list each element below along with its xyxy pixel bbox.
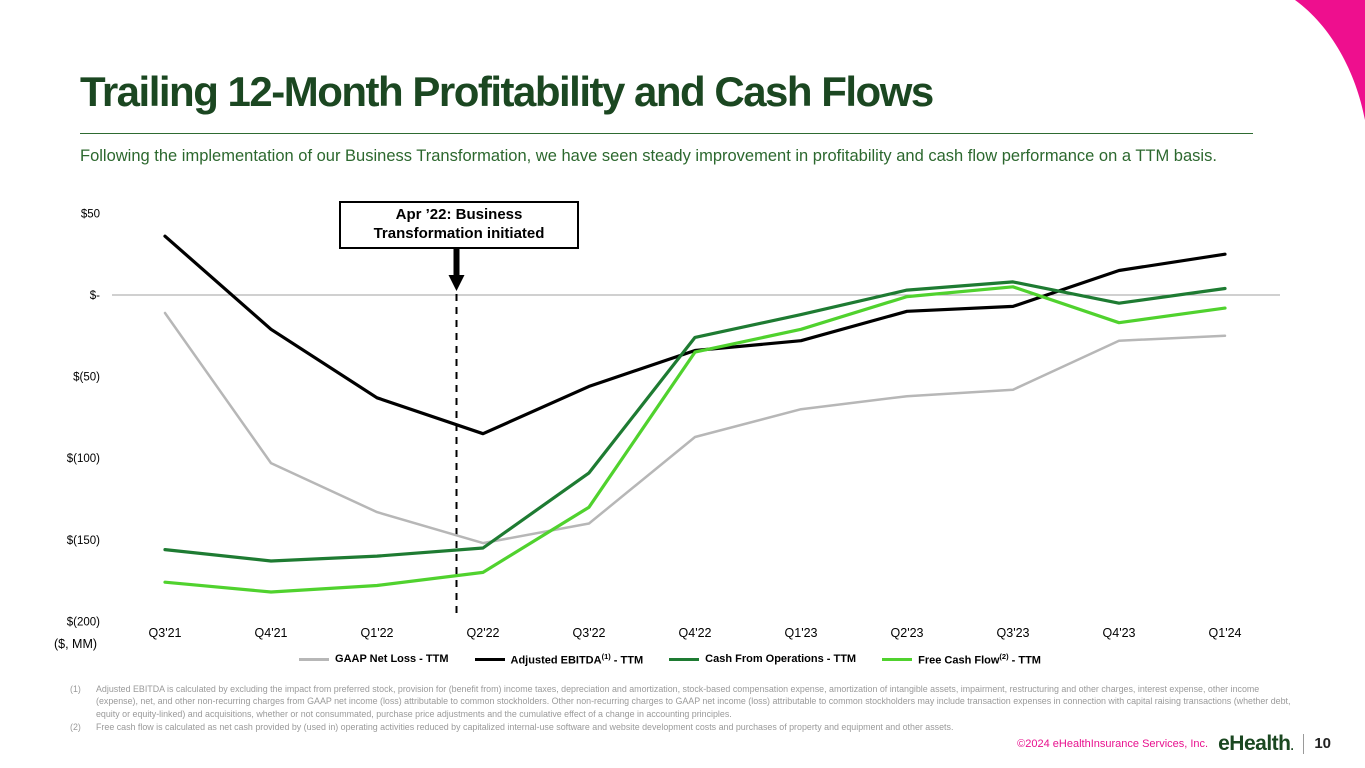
- legend-swatch: [299, 657, 330, 661]
- footnote: (2) Free cash flow is calculated as net c…: [70, 721, 1298, 733]
- footnote-number: (1): [70, 684, 81, 694]
- legend-label: GAAP Net Loss - TTM: [335, 653, 449, 666]
- y-tick-label: $(100): [67, 453, 100, 465]
- footer-divider: [1303, 733, 1305, 754]
- legend-swatch: [669, 657, 700, 661]
- profitability-cash-flows-chart: $50 $- $(50) $(100) $(150) $(200) ($, MM) Q3'21…: [54, 208, 1280, 651]
- subtitle: Following the implementation of our Busi…: [80, 147, 1217, 165]
- x-tick-label: Q1'24: [1209, 626, 1242, 640]
- chart-legend: GAAP Net Loss - TTM Adjusted EBITDA(1) - …: [40, 652, 1300, 667]
- copyright-text: ©2024 eHealthInsurance Services, Inc.: [1017, 737, 1209, 750]
- ehealth-logo: eHealth.: [1218, 732, 1294, 755]
- series-line-free-cash-flow: [163, 285, 1227, 594]
- page-number: 10: [1314, 735, 1331, 752]
- legend-label: Free Cash Flow(2) - TTM: [918, 652, 1041, 667]
- x-tick-label: Q3'22: [573, 626, 606, 640]
- legend-swatch: [882, 657, 913, 661]
- x-tick-label: Q1'23: [785, 626, 818, 640]
- legend-item-gaap-net-loss: GAAP Net Loss - TTM: [299, 653, 449, 666]
- legend-item-adjusted-ebitda: Adjusted EBITDA(1) - TTM: [474, 652, 644, 667]
- y-tick-label: $50: [81, 208, 100, 220]
- footer: ©2024 eHealthInsurance Services, Inc. eH…: [1017, 733, 1331, 754]
- x-tick-label: Q1'22: [361, 626, 394, 640]
- y-tick-label: $(50): [73, 372, 100, 384]
- footnote-text: Free cash flow is calculated as net cash…: [96, 722, 954, 733]
- series-line-adjusted-ebitda: [163, 234, 1227, 436]
- x-tick-label: Q4'23: [1103, 626, 1136, 640]
- legend-item-free-cash-flow: Free Cash Flow(2) - TTM: [882, 652, 1041, 667]
- logo-dot: .: [1290, 739, 1294, 753]
- footnotes: (1) Adjusted EBITDA is calculated by excl…: [70, 683, 1298, 735]
- x-tick-label: Q4'21: [255, 626, 288, 640]
- x-tick-label: Q2'22: [467, 626, 500, 640]
- footnote-number: (2): [70, 722, 81, 733]
- page-title: Trailing 12-Month Profitability and Cash…: [80, 68, 934, 115]
- y-tick-label: $-: [90, 290, 100, 302]
- legend-label: Cash From Operations - TTM: [705, 653, 857, 666]
- legend-label: Adjusted EBITDA(1) - TTM: [510, 652, 644, 667]
- footnote: (1) Adjusted EBITDA is calculated by excl…: [70, 683, 1298, 720]
- event-arrow-head: [448, 275, 465, 291]
- title-divider: [80, 133, 1253, 134]
- corner-ribbon-decoration: [1295, 0, 1365, 120]
- footnote-text: Adjusted EBITDA is calculated by excludi…: [96, 684, 1291, 719]
- axis-unit-label: ($, MM): [54, 637, 97, 651]
- annotation-box: Apr ’22: Business Transformation initiat…: [339, 201, 579, 249]
- x-tick-label: Q4'22: [679, 626, 712, 640]
- x-tick-label: Q2'23: [891, 626, 924, 640]
- y-tick-label: $(150): [67, 535, 100, 547]
- x-tick-label: Q3'21: [149, 626, 182, 640]
- legend-item-cash-from-operations: Cash From Operations - TTM: [669, 653, 856, 665]
- y-tick-label: $(200): [67, 616, 100, 628]
- legend-swatch: [474, 657, 505, 661]
- x-tick-label: Q3'23: [997, 626, 1030, 640]
- series-line-gaap-net-loss: [163, 311, 1227, 545]
- series-line-cash-from-operations: [163, 280, 1227, 563]
